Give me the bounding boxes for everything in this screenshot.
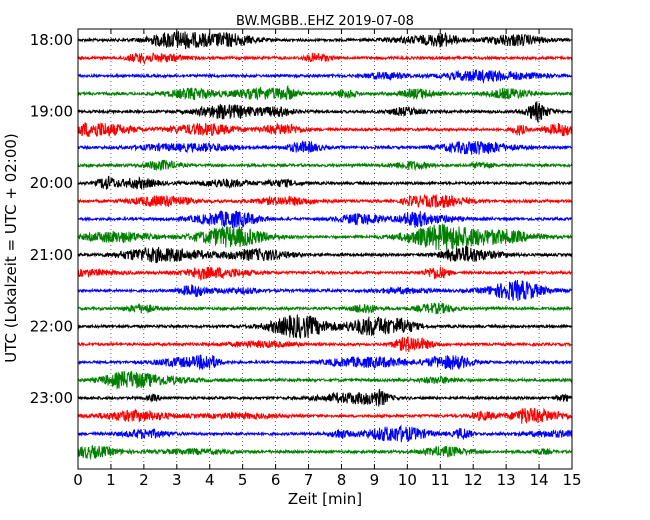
trace-row-21 [77, 407, 573, 424]
trace-row-5 [77, 121, 573, 138]
x-tick-label-15: 15 [562, 471, 581, 489]
x-tick-label-2: 2 [139, 471, 149, 489]
x-tick-label-3: 3 [172, 471, 182, 489]
x-tick-label-13: 13 [497, 471, 516, 489]
y-tick-labels: 18:00 19:00 20:00 21:00 22:00 23:00 [30, 31, 73, 407]
trace-row-8 [77, 175, 573, 191]
x-tick-labels: 0 1 2 3 4 5 6 7 8 9 10 11 12 13 14 15 [73, 471, 581, 489]
y-tick-label-4: 19:00 [30, 103, 73, 121]
x-tick-label-12: 12 [464, 471, 483, 489]
axis-ticks [77, 29, 573, 469]
trace-row-11 [77, 223, 573, 251]
x-tick-label-7: 7 [304, 471, 314, 489]
trace-row-23 [77, 445, 573, 461]
x-tick-label-1: 1 [106, 471, 116, 489]
x-axis-label: Zeit [min] [288, 490, 362, 508]
trace-row-9 [77, 193, 573, 209]
x-tick-label-8: 8 [337, 471, 347, 489]
grid-lines [110, 29, 540, 469]
trace-row-16 [77, 314, 573, 339]
x-tick-label-14: 14 [530, 471, 549, 489]
y-tick-label-0: 18:00 [30, 31, 73, 49]
trace-row-3 [77, 85, 573, 101]
trace-row-15 [77, 302, 573, 315]
trace-row-4 [77, 101, 573, 124]
trace-row-22 [77, 424, 573, 443]
trace-row-1 [77, 52, 573, 66]
trace-row-17 [77, 336, 573, 353]
y-tick-label-12: 21:00 [30, 246, 73, 264]
chart-title: BW.MGBB..EHZ 2019-07-08 [236, 14, 414, 29]
x-tick-label-4: 4 [205, 471, 215, 489]
x-tick-label-9: 9 [370, 471, 380, 489]
trace-row-12 [77, 245, 573, 264]
trace-row-20 [77, 389, 573, 407]
y-axis-label: UTC (Lokalzeit = UTC + 02:00) [2, 133, 20, 363]
trace-row-2 [77, 69, 573, 85]
trace-row-18 [77, 354, 573, 371]
trace-row-10 [77, 210, 573, 229]
y-tick-label-20: 23:00 [30, 389, 73, 407]
trace-row-13 [77, 266, 573, 281]
x-tick-label-10: 10 [398, 471, 417, 489]
plot-frame [77, 28, 573, 470]
trace-row-19 [77, 370, 573, 391]
x-tick-label-11: 11 [431, 471, 450, 489]
x-tick-label-6: 6 [271, 471, 281, 489]
trace-row-7 [77, 159, 573, 172]
x-tick-label-0: 0 [73, 471, 83, 489]
x-tick-label-5: 5 [238, 471, 248, 489]
trace-row-0 [77, 31, 573, 50]
trace-row-6 [77, 139, 573, 155]
trace-row-14 [77, 279, 573, 301]
y-tick-label-16: 22:00 [30, 317, 73, 335]
y-tick-label-8: 20:00 [30, 174, 73, 192]
seismic-traces [77, 31, 573, 461]
